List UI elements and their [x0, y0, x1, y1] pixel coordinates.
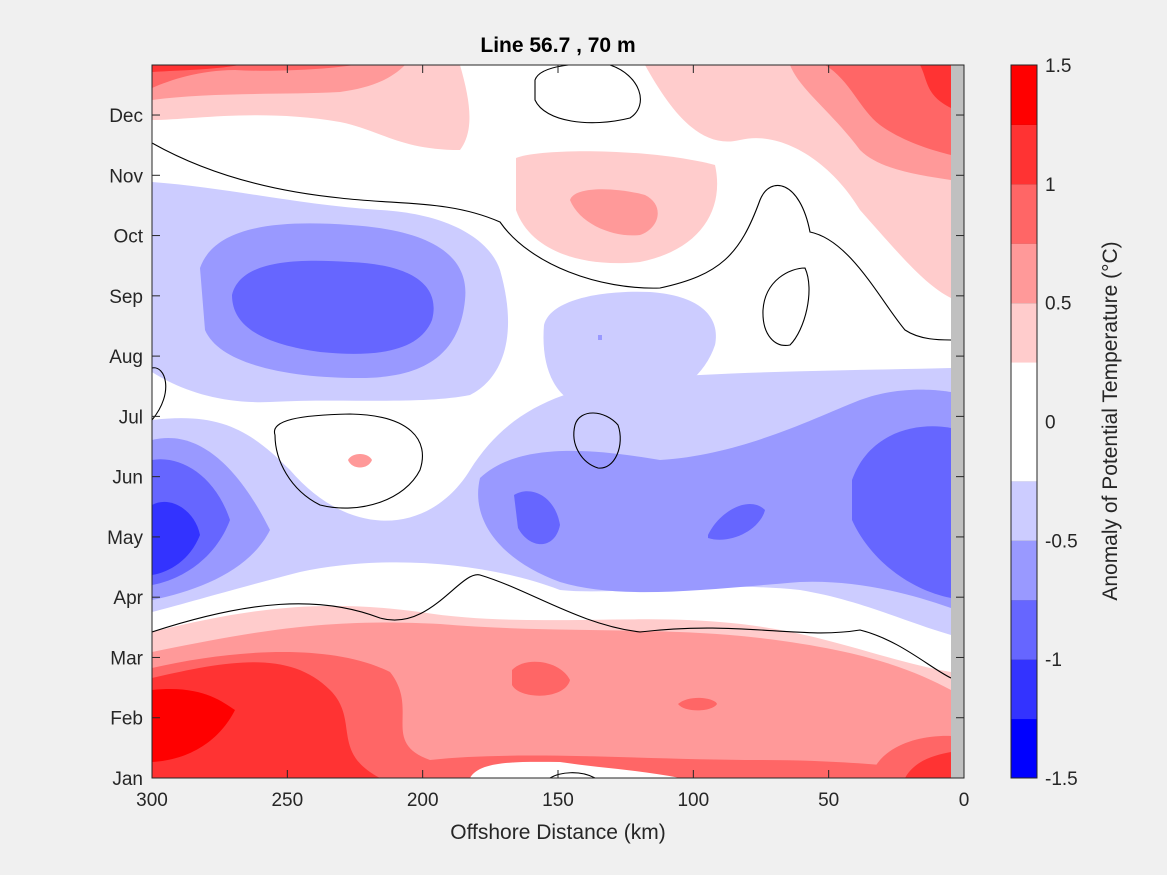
- colorbar-tick-label: -0.5: [1045, 531, 1078, 552]
- colorbar-swatches: [1011, 64, 1037, 779]
- contour-band: [152, 65, 405, 100]
- y-tick-label: Sep: [109, 287, 143, 308]
- colorbar-swatch: [1011, 540, 1037, 601]
- coastal-mask: [951, 65, 964, 778]
- colorbar-swatch: [1011, 421, 1037, 482]
- colorbar-tick-label: -1.5: [1045, 769, 1078, 790]
- contour-band: [905, 752, 951, 778]
- contour-band: [678, 697, 717, 711]
- colorbar-swatch: [1011, 659, 1037, 720]
- colorbar-swatch: [1011, 243, 1037, 304]
- y-tick-label: Mar: [110, 648, 143, 669]
- x-tick-label: 200: [407, 790, 439, 811]
- contour-band: [570, 189, 658, 236]
- contour-band: [708, 504, 765, 540]
- colorbar-swatch: [1011, 302, 1037, 363]
- contour-band: [598, 335, 602, 340]
- x-tick-label: 50: [818, 790, 839, 811]
- contour-band: [825, 65, 951, 155]
- colorbar-tick-label: 0: [1045, 413, 1056, 434]
- zero-contour-line: [573, 412, 621, 469]
- y-tick-label: Oct: [113, 227, 143, 248]
- zero-contour-line: [549, 772, 596, 778]
- plot-area: [151, 64, 965, 779]
- y-tick-label: Jul: [119, 407, 143, 428]
- colorbar-swatch: [1011, 599, 1037, 660]
- contour-band: [772, 745, 776, 750]
- x-tick-label: 0: [959, 790, 970, 811]
- colorbar-swatch: [1011, 124, 1037, 185]
- x-tick-label: 300: [136, 790, 168, 811]
- contour-band: [232, 260, 434, 354]
- zero-contour-line: [152, 367, 167, 421]
- x-tick-label: 150: [542, 790, 574, 811]
- colorbar-tick-label: 0.5: [1045, 294, 1071, 315]
- chart-title: Line 56.7 , 70 m: [480, 34, 635, 57]
- y-tick-label: May: [107, 528, 143, 549]
- contour-band: [512, 661, 570, 696]
- contour-band: [852, 426, 951, 598]
- colorbar-tick-label: 1: [1045, 175, 1056, 196]
- colorbar-frame: [1010, 64, 1038, 779]
- contour-band: [152, 65, 240, 72]
- y-tick-label: Jun: [112, 468, 143, 489]
- colorbar-tick-label: 1.5: [1045, 56, 1071, 77]
- contour-band: [152, 501, 200, 575]
- contour-band: [152, 65, 355, 88]
- axis-ticks: [151, 65, 965, 779]
- zero-contour-line: [762, 267, 810, 346]
- y-tick-label: Nov: [109, 166, 143, 187]
- zero-contour-line: [273, 413, 424, 509]
- y-tick-label: Dec: [109, 106, 143, 127]
- contour-band: [514, 491, 560, 545]
- colorbar-ticks: 1.5 1 0.5 0 -0.5 -1 -1.5: [1045, 56, 1078, 790]
- contour-band: [152, 662, 380, 778]
- contour-band: [470, 761, 680, 778]
- colorbar-tick-label: -1: [1045, 650, 1062, 671]
- contour-band: [543, 291, 716, 410]
- zero-contour-line: [152, 142, 952, 341]
- colorbar-label: Anomaly of Potential Temperature (°C): [1099, 241, 1122, 600]
- y-tick-label: Jan: [112, 769, 143, 790]
- x-tick-label: 100: [677, 790, 709, 811]
- y-tick-label: Apr: [113, 588, 143, 609]
- colorbar: 1.5 1 0.5 0 -0.5 -1 -1.5 Anomaly of Potential …: [1010, 56, 1122, 790]
- contour-band: [348, 454, 372, 468]
- colorbar-swatch: [1011, 718, 1037, 779]
- contour-band: [920, 65, 951, 108]
- colorbar-swatch: [1011, 65, 1037, 125]
- colorbar-swatch: [1011, 362, 1037, 422]
- colorbar-swatch: [1011, 183, 1037, 244]
- contour-band: [152, 689, 235, 762]
- y-tick-labels: Jan Feb Mar Apr May Jun Jul Aug Sep Oct Nov Dec: [107, 106, 144, 790]
- x-axis-label: Offshore Distance (km): [450, 821, 666, 844]
- x-tick-label: 250: [271, 790, 303, 811]
- zero-contour-line: [152, 574, 952, 679]
- contour-band: [152, 651, 951, 778]
- contour-band: [478, 389, 951, 608]
- contour-fill-layer: [152, 65, 952, 778]
- x-tick-labels: 300 250 200 150 100 50 0: [136, 790, 969, 811]
- colorbar-swatch: [1011, 480, 1037, 541]
- y-tick-label: Feb: [110, 709, 143, 730]
- y-tick-label: Aug: [109, 347, 143, 368]
